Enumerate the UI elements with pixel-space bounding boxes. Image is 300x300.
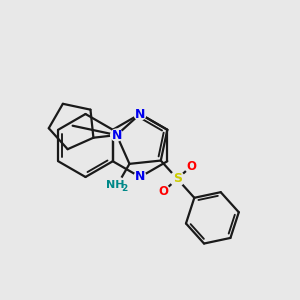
Circle shape — [111, 129, 123, 141]
Circle shape — [134, 171, 146, 183]
Text: 2: 2 — [121, 184, 127, 193]
Circle shape — [170, 172, 184, 186]
Circle shape — [185, 160, 197, 173]
Text: O: O — [186, 160, 196, 173]
Text: S: S — [173, 172, 182, 185]
Circle shape — [157, 185, 170, 198]
Circle shape — [108, 177, 126, 195]
Text: N: N — [135, 170, 145, 184]
Circle shape — [134, 108, 146, 120]
Text: N: N — [112, 129, 122, 142]
Text: NH: NH — [106, 180, 124, 190]
Text: O: O — [158, 185, 168, 198]
Text: N: N — [135, 107, 145, 121]
